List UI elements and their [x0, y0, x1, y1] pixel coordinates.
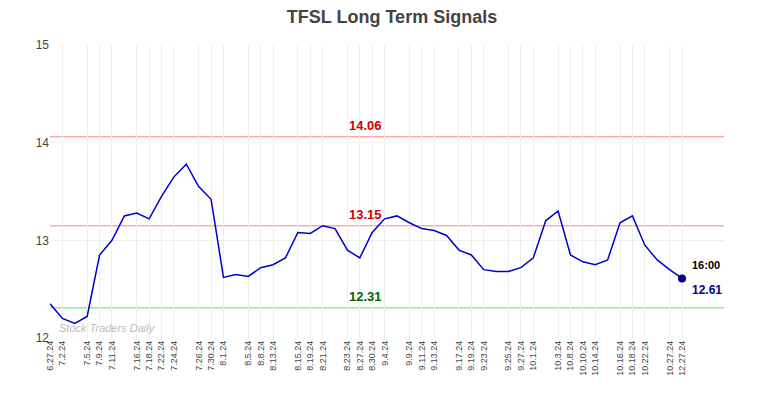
svg-text:12: 12 — [36, 331, 50, 345]
svg-text:8.15.24: 8.15.24 — [293, 341, 303, 371]
svg-text:TFSL Long Term Signals: TFSL Long Term Signals — [287, 7, 497, 27]
svg-text:9.17.24: 9.17.24 — [454, 341, 464, 371]
svg-text:8.21.24: 8.21.24 — [318, 341, 328, 371]
svg-text:10.1.24: 10.1.24 — [528, 341, 538, 371]
svg-text:7.2.24: 7.2.24 — [57, 341, 67, 366]
svg-text:9.11.24: 9.11.24 — [417, 341, 427, 370]
svg-text:15: 15 — [36, 38, 50, 52]
svg-text:7.9.24: 7.9.24 — [94, 341, 104, 366]
svg-text:16:00: 16:00 — [692, 259, 720, 271]
svg-text:9.4.24: 9.4.24 — [380, 341, 390, 366]
svg-text:9.9.24: 9.9.24 — [404, 341, 414, 366]
svg-text:12.31: 12.31 — [349, 289, 382, 304]
svg-text:7.30.24: 7.30.24 — [206, 341, 216, 371]
svg-text:14.06: 14.06 — [349, 118, 382, 133]
svg-text:8.1.24: 8.1.24 — [218, 341, 228, 366]
svg-text:7.16.24: 7.16.24 — [132, 341, 142, 371]
svg-text:7.22.24: 7.22.24 — [156, 341, 166, 371]
svg-text:14: 14 — [36, 136, 50, 150]
svg-text:10.18.24: 10.18.24 — [627, 341, 637, 376]
svg-text:9.13.24: 9.13.24 — [429, 341, 439, 371]
svg-text:8.13.24: 8.13.24 — [268, 341, 278, 371]
svg-text:8.19.24: 8.19.24 — [305, 341, 315, 371]
svg-text:Stock Traders Daily: Stock Traders Daily — [59, 322, 156, 334]
svg-text:10.8.24: 10.8.24 — [565, 341, 575, 371]
svg-text:7.24.24: 7.24.24 — [169, 341, 179, 371]
svg-text:8.8.24: 8.8.24 — [256, 341, 266, 366]
svg-text:10.16.24: 10.16.24 — [615, 341, 625, 376]
svg-text:10.14.24: 10.14.24 — [590, 341, 600, 376]
svg-text:10.10.24: 10.10.24 — [578, 341, 588, 376]
svg-text:7.11.24: 7.11.24 — [107, 341, 117, 370]
svg-text:12.27.24: 12.27.24 — [677, 341, 687, 376]
svg-text:9.27.24: 9.27.24 — [516, 341, 526, 371]
svg-text:7.18.24: 7.18.24 — [144, 341, 154, 371]
svg-text:9.25.24: 9.25.24 — [503, 341, 513, 371]
svg-text:9.19.24: 9.19.24 — [466, 341, 476, 371]
svg-text:9.23.24: 9.23.24 — [479, 341, 489, 371]
svg-text:7.5.24: 7.5.24 — [82, 341, 92, 366]
svg-text:7.26.24: 7.26.24 — [194, 341, 204, 371]
svg-text:10.22.24: 10.22.24 — [640, 341, 650, 376]
svg-text:8.5.24: 8.5.24 — [243, 341, 253, 366]
svg-text:13: 13 — [36, 234, 50, 248]
svg-text:8.30.24: 8.30.24 — [367, 341, 377, 371]
svg-text:13.15: 13.15 — [349, 207, 382, 222]
svg-text:10.3.24: 10.3.24 — [553, 341, 563, 371]
svg-text:8.23.24: 8.23.24 — [342, 341, 352, 371]
svg-text:12.61: 12.61 — [692, 283, 722, 297]
svg-text:10.27.24: 10.27.24 — [665, 341, 675, 376]
svg-text:6.27.24: 6.27.24 — [45, 341, 55, 371]
svg-text:8.27.24: 8.27.24 — [355, 341, 365, 371]
